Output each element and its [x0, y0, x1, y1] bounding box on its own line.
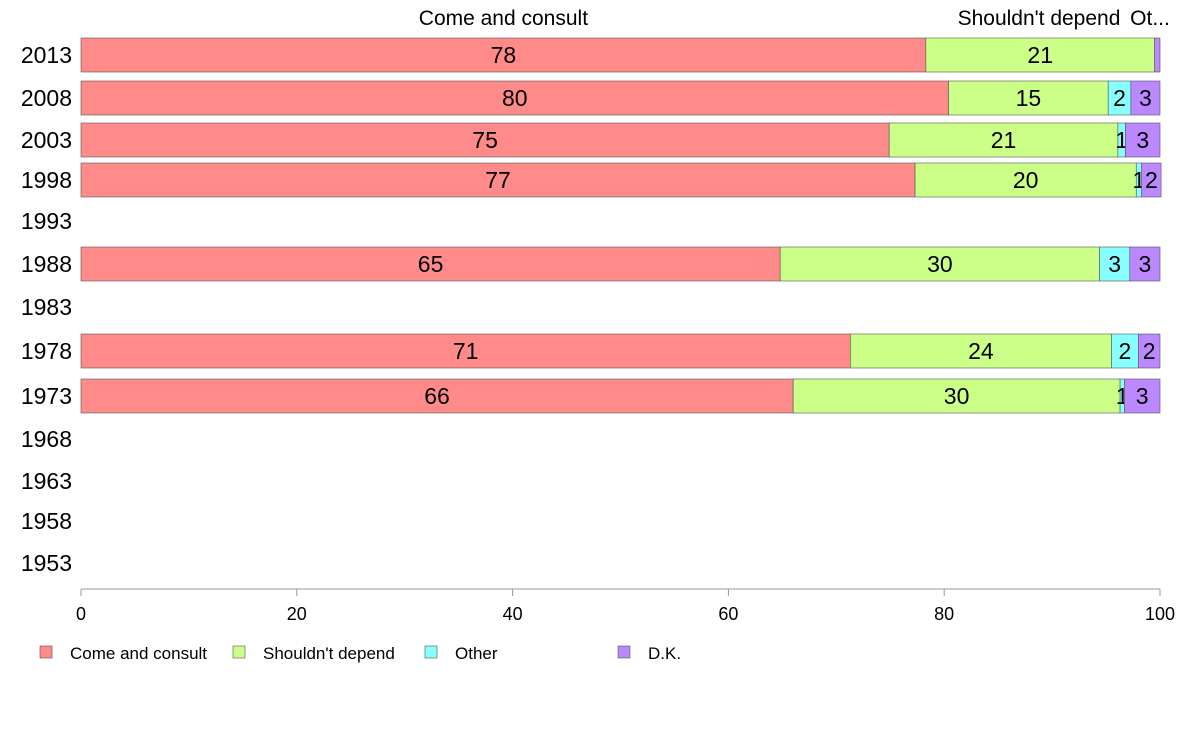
data-label-1988-2: 3: [1108, 251, 1121, 277]
year-label-2003: 2003: [21, 127, 72, 153]
bar-segment-2008-1: [948, 80, 1109, 116]
legend-swatch-2: [424, 645, 438, 659]
data-label-1973-0: 66: [424, 383, 450, 409]
year-label-1998: 1998: [21, 167, 72, 193]
data-label-1973-1: 30: [944, 383, 970, 409]
legend-label-3: D.K.: [648, 644, 681, 663]
bar-segment-2008-3: [1130, 80, 1161, 116]
data-label-2013-0: 78: [491, 42, 517, 68]
bar-segment-1998-1: [914, 162, 1137, 198]
legend-swatch-3: [617, 645, 631, 659]
column-labels: Come and consult Shouldn't depend Ot...: [419, 7, 1170, 30]
data-label-1988-3: 3: [1138, 251, 1151, 277]
bar-segment-1973-0: [80, 378, 794, 414]
data-label-2013-1: 21: [1027, 42, 1053, 68]
x-tick-label-20: 20: [287, 604, 307, 624]
bar-segment-2013-1: [925, 37, 1155, 73]
x-tick-label-0: 0: [76, 604, 86, 624]
x-tick-label-100: 100: [1145, 604, 1175, 624]
year-labels: 2013 2008 2003 1998 1993 1988 1983 1978 1973 1968…: [21, 42, 72, 576]
legend-label-2: Other: [455, 644, 498, 663]
bar-segment-1988-3: [1129, 246, 1161, 282]
data-label-1998-3: 2: [1145, 167, 1158, 193]
legend-swatch-0: [39, 645, 53, 659]
legend-swatch-1: [232, 645, 246, 659]
year-label-1968: 1968: [21, 426, 72, 452]
data-label-1998-1: 20: [1013, 167, 1039, 193]
data-label-1978-3: 2: [1143, 338, 1156, 364]
data-label-2003-3: 3: [1136, 127, 1149, 153]
x-tick-label-40: 40: [503, 604, 523, 624]
column-label-2: Ot...: [1130, 7, 1170, 30]
bar-segment-2003-0: [80, 122, 890, 158]
x-tick-label-80: 80: [934, 604, 954, 624]
year-label-1983: 1983: [21, 294, 72, 320]
data-label-2003-1: 21: [991, 127, 1017, 153]
year-label-2013: 2013: [21, 42, 72, 68]
year-label-2008: 2008: [21, 85, 72, 111]
bar-segment-1988-1: [779, 246, 1100, 282]
year-label-1988: 1988: [21, 251, 72, 277]
bar-segment-1973-3: [1124, 378, 1161, 414]
year-label-1958: 1958: [21, 508, 72, 534]
legend-label-0: Come and consult: [70, 644, 207, 663]
bar-segment-1978-2: [1111, 333, 1139, 369]
data-label-1973-3: 3: [1136, 383, 1149, 409]
bar-segment-1988-0: [80, 246, 781, 282]
bar-segment-2013-0: [80, 37, 927, 73]
year-label-1953: 1953: [21, 550, 72, 576]
data-label-1988-1: 30: [927, 251, 953, 277]
year-label-1978: 1978: [21, 338, 72, 364]
data-label-1998-0: 77: [485, 167, 511, 193]
bar-segment-1978-3: [1138, 333, 1161, 369]
data-label-1988-0: 65: [418, 251, 444, 277]
legend-label-1: Shouldn't depend: [263, 644, 395, 663]
bar-segment-1978-1: [850, 333, 1112, 369]
bar-segment-1973-1: [792, 378, 1121, 414]
data-label-1978-1: 24: [968, 338, 994, 364]
data-label-2008-1: 15: [1016, 85, 1042, 111]
data-label-1978-0: 71: [453, 338, 479, 364]
bar-segment-2003-3: [1125, 122, 1161, 158]
data-label-1978-2: 2: [1119, 338, 1132, 364]
year-label-1963: 1963: [21, 468, 72, 494]
column-label-0: Come and consult: [419, 7, 588, 30]
x-tick-label-60: 60: [718, 604, 738, 624]
bar-segment-1998-0: [80, 162, 916, 198]
bar-segment-2013-3: [1154, 37, 1161, 73]
data-label-2008-3: 3: [1139, 85, 1152, 111]
bar-segment-1998-3: [1141, 162, 1162, 198]
column-label-1: Shouldn't depend: [958, 7, 1121, 30]
data-label-2008-2: 2: [1113, 85, 1126, 111]
legend: Come and consult Shouldn't depend Other D.K…: [39, 644, 681, 663]
bar-segment-2003-1: [888, 122, 1119, 158]
data-label-2008-0: 80: [502, 85, 528, 111]
data-label-2003-2: 1: [1115, 127, 1128, 153]
x-axis: 0 20 40 60 80 100: [76, 588, 1175, 624]
year-label-1993: 1993: [21, 208, 72, 234]
year-label-1973: 1973: [21, 383, 72, 409]
bar-segment-2008-0: [80, 80, 949, 116]
data-label-2003-0: 75: [472, 127, 498, 153]
